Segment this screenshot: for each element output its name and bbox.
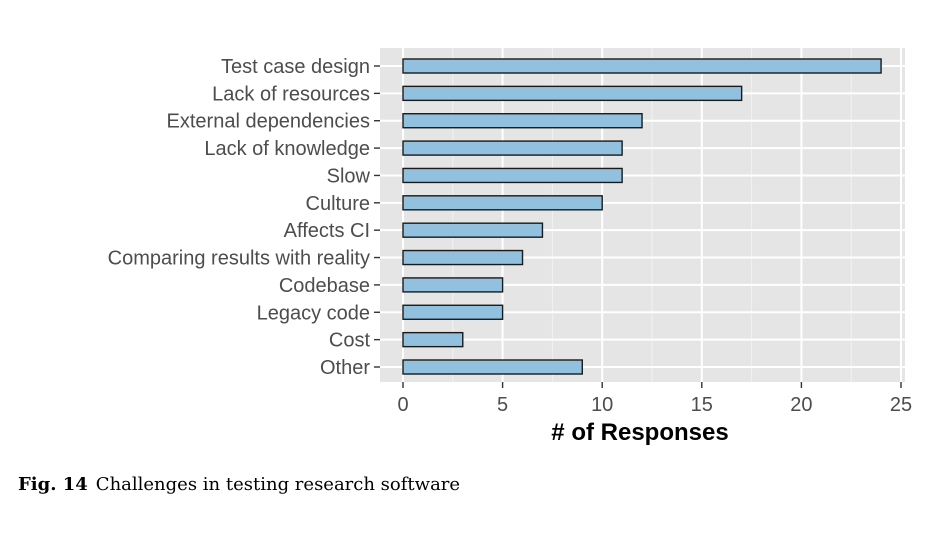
bars [402,58,882,375]
y-tick-label: Culture [306,193,370,215]
y-tick-label: Codebase [279,275,370,297]
y-tick-label: Lack of knowledge [204,138,370,160]
bar-comparing-results-with-reality [402,249,524,266]
x-tick-label: 15 [691,394,713,416]
bar-slow [402,167,623,184]
y-tick-label: Affects CI [284,220,370,242]
x-axis: 0 5 10 15 20 25 [397,382,912,416]
caption-text: Challenges in testing research software [95,474,461,495]
y-tick-label: Other [320,357,370,379]
major-gridlines [380,48,905,382]
bar-other [402,359,583,375]
y-tick-label: Test case design [221,56,370,78]
bar-codebase [402,277,504,293]
y-tick-label: Comparing results with reality [108,248,370,270]
bar-legacy-code [402,304,504,320]
y-tick-label: Lack of resources [212,83,370,105]
minor-gridlines [452,48,852,382]
y-tick-label: Slow [327,165,371,187]
bar-affects-ci [402,222,544,238]
x-tick-label: 5 [497,394,508,416]
x-tick-label: 10 [591,394,613,416]
y-axis: Test case design Lack of resources Externa… [108,56,380,379]
bar-chart: Test case design Lack of resources Externa… [108,48,912,446]
x-tick-label: 25 [890,394,912,416]
bar-test-case-design [402,58,882,74]
caption-label: Fig. 14 [18,474,88,495]
bar-cost [402,331,464,348]
y-tick-label: Legacy code [257,302,370,324]
plot-panel [380,48,905,382]
bar-external-dependencies [402,113,643,129]
x-tick-label: 0 [397,394,408,416]
bar-lack-of-resources [402,85,743,102]
y-tick-label: External dependencies [167,111,370,133]
y-tick-label: Cost [329,330,371,352]
x-axis-title: # of Responses [551,419,728,446]
x-tick-label: 20 [790,394,812,416]
bar-culture [402,195,603,211]
bar-lack-of-knowledge [402,140,623,156]
figure-caption: Fig. 14 Challenges in testing research so… [18,474,460,495]
